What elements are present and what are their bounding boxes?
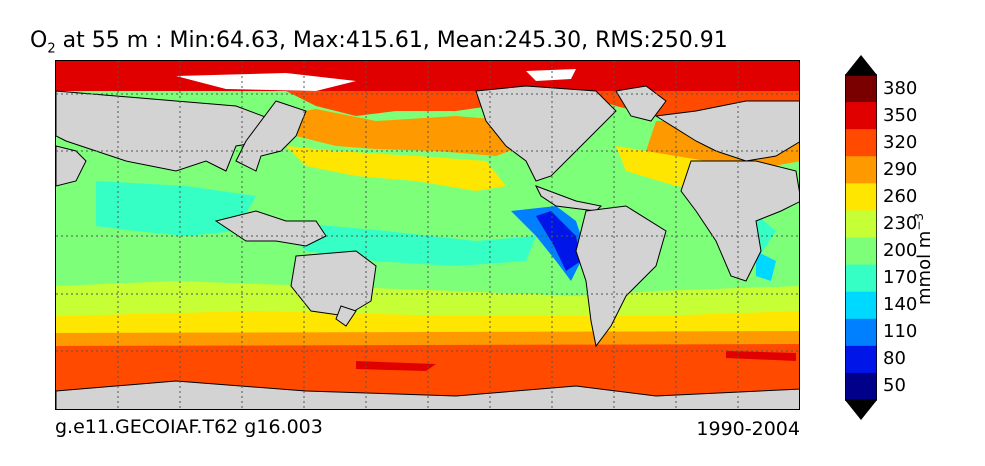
title-text: at 55 m : Min:64.63, Max:415.61, Mean:24…	[55, 28, 728, 53]
colorbar-segment	[845, 156, 877, 184]
graticule	[56, 61, 799, 409]
land-europe	[654, 100, 799, 162]
colorbar-tick-label: 320	[883, 131, 918, 153]
colorbar-segment	[845, 129, 877, 157]
colorbar-segment	[845, 318, 877, 347]
colorbar-tick-label: 350	[883, 104, 918, 126]
land-australia	[290, 250, 377, 317]
colorbar-tick-label: 80	[883, 348, 906, 370]
land-greenland	[615, 85, 667, 122]
colorbar-segment	[845, 183, 877, 211]
colorbar-segment	[845, 102, 877, 130]
colorbar-extend-max	[845, 55, 877, 75]
land-south-america	[575, 205, 667, 348]
plot-title: O2 at 55 m : Min:64.63, Max:415.61, Mean…	[30, 28, 728, 56]
case-label: g.e11.GECOIAF.T62 g16.003	[55, 416, 323, 438]
colorbar-extend-min	[845, 400, 877, 420]
land-africa	[680, 160, 799, 282]
sea-ice	[176, 69, 576, 91]
unit-main: mmol m	[914, 230, 935, 305]
indian-ocean-170	[96, 181, 256, 236]
colorbar-segment	[845, 210, 877, 238]
ocean-map	[56, 61, 799, 409]
years-label: 1990-2004	[696, 418, 800, 440]
colorbar-tick-label: 50	[883, 375, 906, 397]
south-band-290	[56, 331, 799, 346]
ice-patch-a	[176, 73, 356, 91]
colorbar-tick-label: 260	[883, 185, 918, 207]
colorbar-segment	[845, 264, 877, 293]
colorbar	[845, 55, 877, 420]
benguela-140	[756, 251, 776, 281]
land-new-zealand	[335, 305, 357, 327]
colorbar-segment	[845, 372, 877, 401]
unit-exponent: −3	[912, 212, 926, 231]
colorbar-tick-label: 170	[883, 267, 918, 289]
colorbar-outline	[845, 74, 877, 401]
land-north-america	[475, 85, 617, 182]
colorbar-tick-label: 140	[883, 294, 918, 316]
map-panel	[55, 60, 800, 410]
colorbar-tick-label: 200	[883, 240, 918, 262]
north-pacific-290	[286, 146, 506, 191]
land-east-asia	[235, 100, 307, 172]
colorbar-tick-label: 380	[883, 77, 918, 99]
colorbar-segment	[845, 291, 877, 320]
ice-patch-b	[526, 69, 576, 81]
ETP-OMZ-80	[536, 211, 581, 271]
title-subscript: 2	[47, 41, 56, 57]
colorbar-segments	[845, 75, 877, 401]
land-africa-east	[56, 145, 87, 187]
colorbar-unit: mmol m−3	[912, 213, 935, 305]
colorbar-tick-label: 110	[883, 321, 918, 343]
south-patch-350b	[726, 351, 796, 361]
title-species: O	[30, 28, 48, 53]
colorbar-tick-label: 230	[883, 212, 918, 234]
colorbar-tick-label: 290	[883, 158, 918, 180]
colorbar-segment	[845, 75, 877, 103]
colorbar-segment	[845, 345, 877, 374]
north-pacific-320	[276, 109, 536, 156]
colorbar-segment	[845, 237, 877, 266]
south-patch-350a	[356, 361, 436, 371]
